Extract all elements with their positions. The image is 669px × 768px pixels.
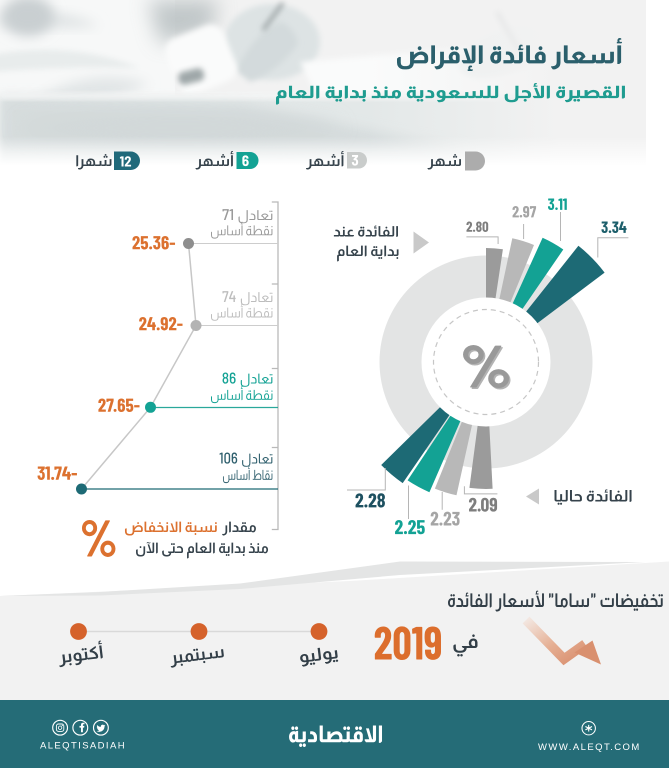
svg-text:ALEQTISADIAH: ALEQTISADIAH <box>40 741 126 752</box>
svg-text:WWW.ALEQT.COM: WWW.ALEQT.COM <box>538 742 641 753</box>
